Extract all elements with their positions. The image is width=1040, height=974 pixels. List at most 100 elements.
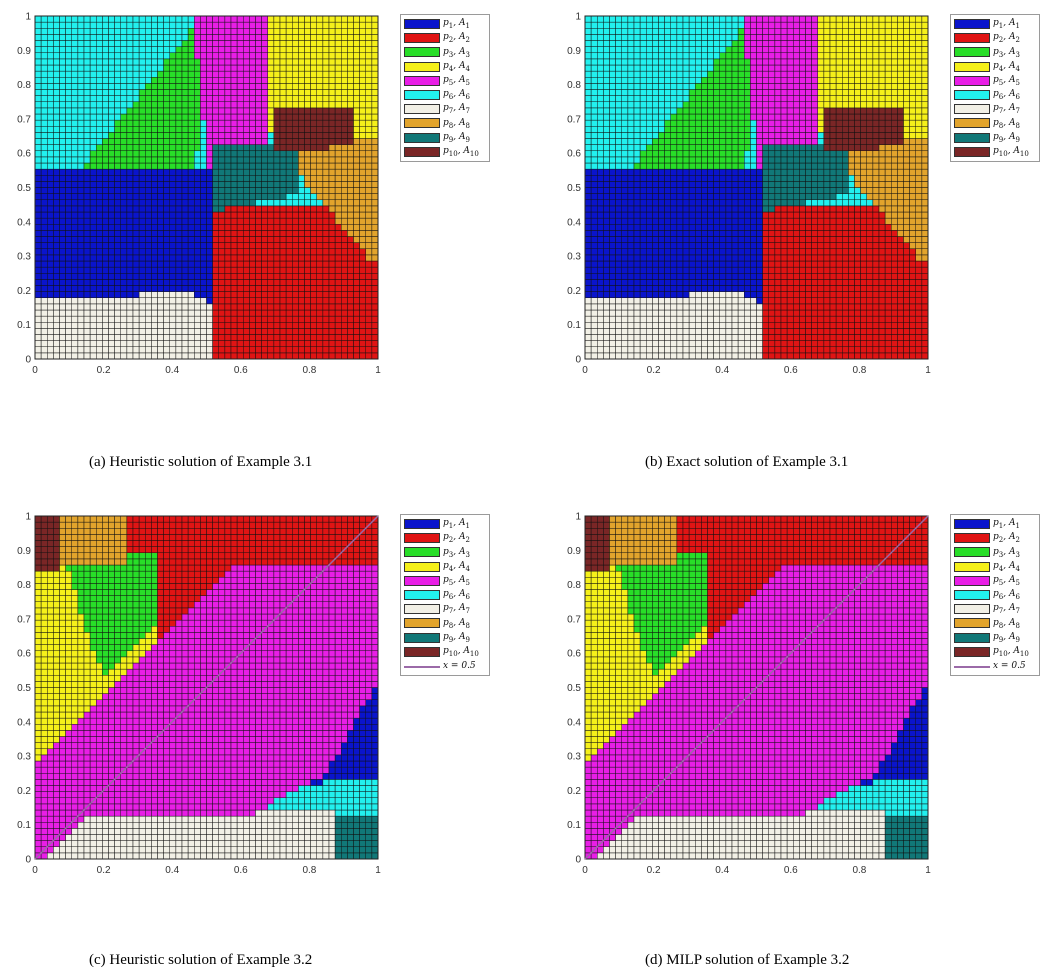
cell-A6	[304, 199, 311, 207]
cell-A10	[328, 132, 336, 139]
cell-A6	[584, 64, 592, 72]
cell-A3	[132, 126, 140, 133]
cell-A3	[701, 150, 708, 158]
cell-A6	[584, 15, 592, 23]
cell-A1	[725, 236, 733, 243]
cell-A6	[132, 70, 140, 78]
cell-A5	[218, 89, 226, 96]
cell-A2	[230, 205, 238, 213]
cell-A1	[639, 181, 647, 188]
cell-A3	[108, 162, 115, 170]
cell-A2	[762, 328, 770, 335]
cell-A1	[633, 236, 641, 243]
cell-A10	[341, 119, 348, 127]
cell-A5	[206, 64, 213, 72]
legend-item: p2, A2	[404, 31, 486, 45]
cell-A4	[347, 70, 354, 78]
cell-A9	[243, 168, 250, 176]
cell-A5	[774, 52, 782, 60]
cell-A6	[89, 77, 97, 84]
cell-A3	[138, 101, 146, 109]
cell-A6	[584, 156, 592, 164]
cell-A2	[267, 224, 275, 231]
cell-A1	[77, 199, 85, 207]
cell-A5	[261, 64, 269, 72]
cell-A9	[285, 175, 293, 182]
cell-A9	[279, 187, 287, 194]
cell-A7	[597, 297, 604, 305]
cell-A5	[261, 119, 269, 127]
cell-A6	[65, 156, 73, 164]
cell-A2	[236, 260, 244, 268]
cell-A3	[670, 138, 678, 145]
cell-A1	[652, 266, 659, 274]
cell-A2	[304, 211, 311, 219]
cell-A1	[615, 260, 623, 268]
cell-A1	[169, 273, 177, 280]
cell-A5	[762, 107, 770, 115]
cell-A2	[371, 273, 379, 280]
cell-A8	[334, 181, 342, 188]
cell-A3	[707, 138, 714, 145]
cell-A5	[261, 15, 269, 23]
cell-A6	[34, 52, 42, 60]
cell-A6	[609, 113, 616, 121]
cell-A7	[71, 328, 79, 335]
cell-A2	[359, 334, 367, 341]
cell-A3	[175, 150, 183, 158]
cell-A2	[255, 352, 262, 360]
cell-A1	[621, 193, 629, 201]
cell-A1	[194, 242, 201, 250]
cell-A3	[744, 64, 751, 72]
cell-A1	[34, 181, 42, 188]
cell-A7	[138, 328, 146, 335]
cell-A1	[707, 273, 714, 280]
cell-A1	[615, 236, 623, 243]
cell-A6	[71, 89, 79, 96]
cell-A2	[230, 266, 238, 274]
cell-A6	[53, 40, 60, 47]
cell-A7	[120, 346, 128, 354]
cell-A1	[713, 266, 721, 274]
cell-A7	[590, 297, 598, 305]
cell-A6	[65, 15, 73, 23]
cell-A2	[279, 254, 287, 262]
cell-A6	[71, 28, 79, 35]
cell-A2	[316, 205, 324, 213]
cell-A8	[359, 138, 367, 145]
cell-A3	[725, 46, 733, 54]
cell-A6	[83, 15, 91, 23]
cell-A5	[230, 83, 238, 90]
cell-A7	[744, 322, 751, 329]
cell-A1	[53, 181, 60, 188]
cell-A2	[322, 291, 330, 299]
cell-A2	[322, 230, 330, 237]
cell-A3	[132, 101, 140, 109]
cell-A1	[676, 181, 684, 188]
cell-A10	[310, 126, 318, 133]
cell-A6	[126, 28, 134, 35]
cell-A3	[701, 132, 708, 139]
cell-A1	[609, 291, 616, 299]
cell-A7	[590, 352, 598, 360]
cell-A6	[77, 40, 85, 47]
cell-A7	[47, 309, 54, 317]
cell-A5	[750, 107, 757, 115]
cell-A7	[737, 340, 745, 348]
cell-A1	[695, 273, 702, 280]
cell-A7	[639, 340, 647, 348]
cell-A1	[83, 205, 91, 213]
cell-A10	[273, 126, 281, 133]
cell-A7	[108, 352, 115, 360]
cell-A2	[249, 254, 256, 262]
cell-A8	[365, 156, 373, 164]
cell-A1	[181, 224, 189, 231]
cell-A2	[298, 205, 305, 213]
cell-A1	[120, 266, 128, 274]
cell-A6	[126, 34, 134, 41]
cell-A1	[713, 211, 721, 219]
cell-A9	[255, 181, 262, 188]
cell-A1	[682, 205, 690, 213]
cell-A1	[713, 260, 721, 268]
cell-A7	[744, 340, 751, 348]
